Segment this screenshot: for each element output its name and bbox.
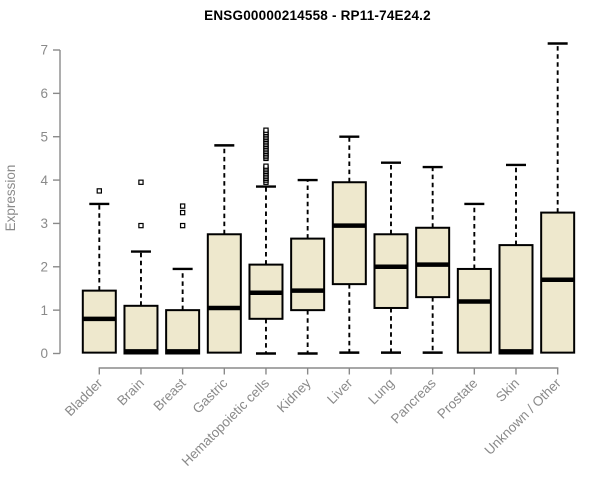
y-tick-label: 3 <box>40 216 48 231</box>
x-tick-label-unknown-other: Unknown / Other <box>482 375 565 458</box>
chart-title: ENSG00000214558 - RP11-74E24.2 <box>204 8 431 23</box>
boxplot-breast <box>165 203 201 355</box>
box-iqr <box>290 237 326 312</box>
y-tick-label: 4 <box>40 173 48 188</box>
box-iqr <box>165 309 201 355</box>
box-iqr <box>123 304 159 355</box>
boxplot-pancreas <box>415 165 451 354</box>
outlier-point <box>179 222 186 229</box>
y-tick-label: 2 <box>40 259 48 274</box>
boxplot-kidney <box>290 178 326 355</box>
boxplot-gastric <box>206 144 242 354</box>
outlier-point <box>263 163 269 169</box>
outlier-point <box>263 127 269 133</box>
y-tick-label: 6 <box>40 86 48 101</box>
box-iqr <box>540 211 576 354</box>
box-iqr <box>81 289 117 354</box>
boxplot-brain <box>123 179 159 355</box>
outlier-point <box>179 209 186 216</box>
boxplot-hematopoietic-cells <box>248 127 284 355</box>
y-axis-title: Expression <box>3 165 18 232</box>
y-axis: 0 1 2 3 4 5 6 7 <box>40 43 61 361</box>
outlier-point <box>179 203 186 209</box>
y-tick-label: 5 <box>40 129 48 144</box>
x-tick-label-liver: Liver <box>324 375 356 407</box>
boxplot-prostate <box>456 202 492 354</box>
boxplot-unknown-other <box>540 42 576 354</box>
y-tick-label: 7 <box>40 43 48 58</box>
box-iqr <box>456 267 492 354</box>
boxplot-lung <box>373 161 409 354</box>
x-tick-label-pancreas: Pancreas <box>388 375 439 426</box>
box-iqr <box>498 244 534 355</box>
outlier-point <box>96 188 102 194</box>
x-tick-label-kidney: Kidney <box>274 375 314 415</box>
outlier-point <box>138 222 144 229</box>
boxplot-liver <box>331 135 367 354</box>
x-tick-label-lung: Lung <box>365 376 397 408</box>
x-tick-label-brain: Brain <box>114 376 147 409</box>
x-tick-label-breast: Breast <box>151 375 189 413</box>
y-tick-label: 0 <box>40 346 48 361</box>
x-tick-label-gastric: Gastric <box>190 375 231 416</box>
box-iqr <box>206 233 242 354</box>
x-tick-label-skin: Skin <box>493 376 522 405</box>
outlier-point <box>138 179 144 185</box>
boxplot-skin <box>498 163 534 355</box>
x-tick-label-bladder: Bladder <box>62 375 106 419</box>
box-iqr <box>373 233 409 309</box>
box-iqr <box>331 181 367 286</box>
boxplot-bladder <box>81 188 117 354</box>
y-tick-label: 1 <box>40 303 48 318</box>
x-tick-label-prostate: Prostate <box>434 376 480 422</box>
